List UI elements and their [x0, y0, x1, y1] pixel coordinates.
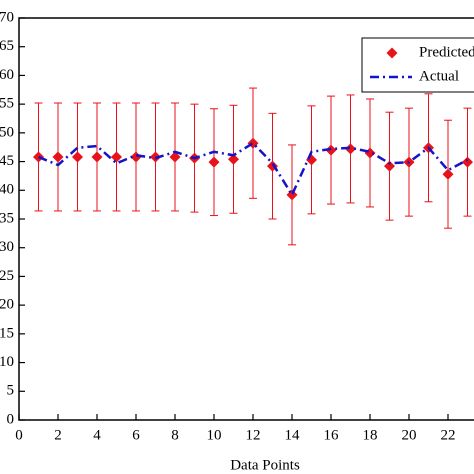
x-tick-label: 16: [324, 427, 340, 443]
y-tick-label: 50: [0, 124, 14, 140]
predicted-marker: [462, 156, 473, 168]
x-tick-label: 2: [54, 427, 62, 443]
y-tick-label: 20: [0, 297, 14, 313]
y-tick-label: 45: [0, 153, 14, 169]
y-tick-label: 25: [0, 268, 14, 284]
predicted-marker: [169, 151, 181, 163]
predicted-marker: [52, 151, 64, 163]
predicted-marker: [442, 168, 454, 180]
y-tick-label: 65: [0, 38, 14, 54]
x-tick-label: 0: [15, 427, 23, 443]
x-axis-label: Data Points: [230, 457, 300, 473]
x-tick-label: 12: [246, 427, 261, 443]
predicted-marker: [345, 143, 356, 155]
x-tick-label: 8: [171, 427, 179, 443]
predicted-marker: [130, 151, 142, 163]
predicted-marker: [286, 189, 298, 201]
y-tick-label: 70: [0, 9, 14, 25]
y-tick-label: 55: [0, 96, 14, 112]
y-tick-label: 10: [0, 354, 14, 370]
x-tick-label: 20: [402, 427, 417, 443]
legend-box: [361, 37, 474, 93]
legend-marker: [386, 47, 398, 59]
y-tick-label: 40: [0, 182, 14, 198]
y-tick-label: 30: [0, 239, 14, 255]
legend-label: Predicted: [419, 44, 474, 60]
x-tick-label: 14: [285, 427, 301, 443]
y-tick-label: 15: [0, 325, 14, 341]
predicted-marker: [228, 153, 239, 165]
predicted-marker: [208, 156, 220, 168]
predicted-marker: [384, 160, 395, 172]
x-tick-label: 10: [207, 427, 222, 443]
x-tick-label: 6: [132, 427, 140, 443]
y-tick-label: 60: [0, 67, 14, 83]
legend-label: Actual: [419, 68, 459, 84]
y-tick-label: 35: [0, 210, 14, 226]
y-tick-label: 5: [7, 383, 15, 399]
x-tick-label: 18: [363, 427, 378, 443]
predicted-marker: [72, 151, 83, 163]
x-tick-label: 4: [93, 427, 101, 443]
predicted-marker: [91, 151, 103, 163]
x-tick-label: 22: [441, 427, 456, 443]
y-tick-label: 0: [7, 411, 15, 427]
predicted-marker: [306, 154, 317, 166]
actual-line: [38, 141, 469, 198]
predicted-marker: [111, 151, 122, 163]
